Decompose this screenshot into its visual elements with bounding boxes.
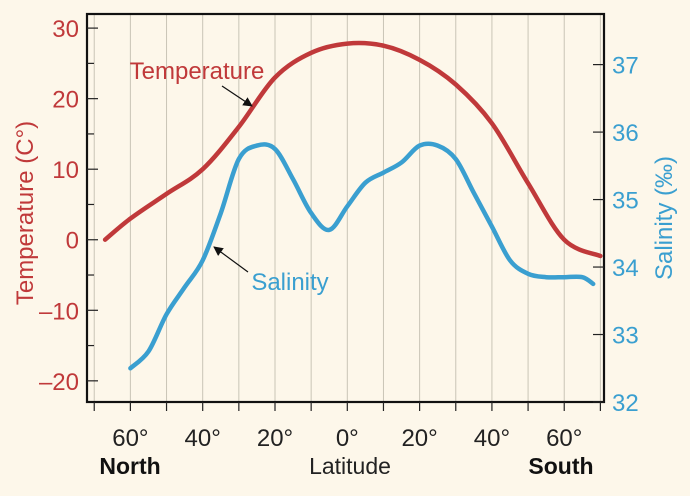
y-right-tick-label: 37: [612, 53, 639, 80]
y-axis-left-label: Temperature (C°): [12, 121, 39, 305]
x-tick-label: 60°: [546, 425, 582, 452]
y-axis-right-label: Salinity (‰): [651, 156, 678, 280]
x-tick-labels: 60° 40° 20° 0° 20° 40° 60°: [112, 425, 582, 452]
y-right-tick-label: 32: [612, 390, 639, 417]
x-tick-label: 20°: [257, 425, 293, 452]
x-axis-label: Latitude: [309, 453, 391, 479]
y-right-tick-label: 35: [612, 188, 639, 215]
series-layer: [102, 40, 603, 371]
axis-ticks: [87, 27, 604, 411]
temperature-annotation-arrow: [221, 85, 253, 107]
y-left-tick-label: 20: [52, 87, 79, 114]
salinity-annotation: Salinity: [251, 269, 328, 296]
x-tick-label: 0°: [336, 425, 359, 452]
temperature-annotation: Temperature: [130, 58, 265, 85]
region-label-north: North: [99, 453, 160, 479]
y-right-tick-label: 33: [612, 323, 639, 350]
plot-border: [85, 12, 606, 404]
x-tick-label: 20°: [401, 425, 437, 452]
x-tick-label: 40°: [474, 425, 510, 452]
plot-frame: [85, 12, 606, 404]
y-left-tick-label: 10: [52, 157, 79, 184]
salinity-annotation-arrow: [213, 246, 249, 273]
series-line-salinity: [128, 141, 596, 371]
region-label-south: South: [528, 453, 593, 479]
y-left-tick-label: –10: [39, 298, 79, 325]
x-tick-label: 60°: [112, 425, 148, 452]
y-left-tick-label: 30: [52, 16, 79, 43]
y-right-tick-label: 34: [612, 255, 639, 282]
series-line-temperature: [102, 40, 603, 259]
y-left-tick-labels: 30 20 10 0 –10 –20: [39, 16, 79, 396]
x-tick-label: 40°: [185, 425, 221, 452]
y-right-tick-label: 36: [612, 120, 639, 147]
y-right-tick-labels: 37 36 35 34 33 32: [612, 53, 639, 417]
y-left-tick-label: –20: [39, 369, 79, 396]
y-left-tick-label: 0: [66, 228, 79, 255]
